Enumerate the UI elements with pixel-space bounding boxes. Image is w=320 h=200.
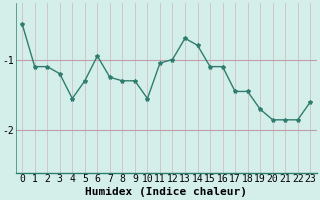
X-axis label: Humidex (Indice chaleur): Humidex (Indice chaleur) bbox=[85, 187, 247, 197]
